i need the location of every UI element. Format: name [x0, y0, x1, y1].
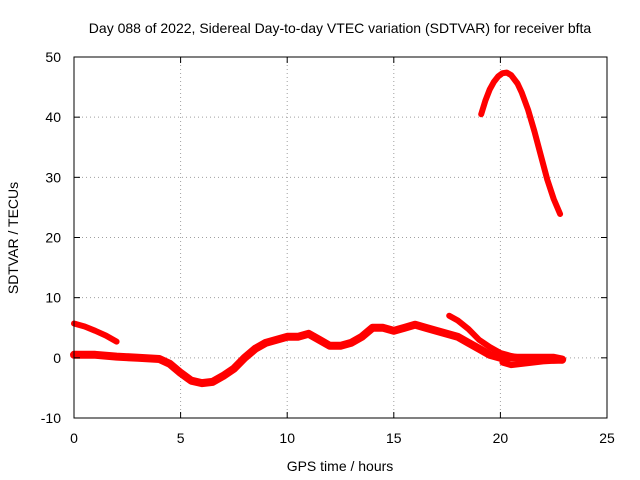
data-point [284, 334, 290, 340]
data-point [114, 339, 120, 345]
y-tick-label: 0 [53, 350, 61, 366]
y-tick-label: 10 [45, 290, 61, 306]
data-point [446, 313, 452, 319]
data-point [508, 72, 514, 78]
data-point [231, 366, 237, 372]
y-tick-label: 50 [45, 49, 61, 65]
x-tick-label: 20 [493, 430, 509, 446]
data-point [188, 378, 194, 384]
data-point [455, 318, 461, 323]
data-point [359, 334, 365, 340]
data-point [178, 370, 184, 376]
data-point [92, 328, 98, 334]
data-point [114, 354, 120, 360]
data-series-arc-5 [478, 69, 564, 217]
y-axis-label: SDTVAR / TECUs [5, 182, 21, 294]
tick-layer: 0 5 10 15 20 25 -10 0 10 20 30 40 50 [41, 49, 615, 446]
data-point [252, 346, 258, 352]
data-point [82, 324, 88, 329]
data-point [487, 87, 493, 92]
data-point [391, 328, 397, 334]
data-point [444, 331, 450, 337]
data-point [465, 326, 471, 332]
data-point [370, 325, 375, 331]
data-point [306, 331, 311, 337]
data-point [532, 129, 537, 135]
data-point [491, 79, 497, 85]
data-point [103, 333, 109, 339]
data-point [338, 343, 343, 349]
y-tick-label: 40 [45, 109, 61, 125]
x-tick-label: 25 [599, 430, 615, 446]
data-point [402, 325, 407, 331]
data-point [476, 346, 482, 352]
data-point [167, 361, 173, 367]
data-point [380, 325, 386, 331]
data-point [316, 337, 322, 343]
data-point [220, 373, 226, 379]
data-point [525, 107, 531, 113]
data-point [557, 211, 563, 217]
data-point [263, 340, 269, 346]
data-point [476, 337, 482, 343]
data-point [210, 379, 216, 385]
data-point [497, 355, 503, 361]
data-point [508, 362, 514, 368]
x-tick-label: 0 [70, 430, 78, 446]
data-point [487, 344, 493, 350]
data-point [497, 350, 503, 356]
data-point [487, 352, 493, 358]
data-point [135, 355, 141, 361]
data-point [433, 328, 439, 334]
data-point [199, 380, 205, 386]
x-axis-label: GPS time / hours [287, 458, 394, 474]
data-point [519, 361, 525, 367]
data-point [465, 340, 471, 346]
data-point [92, 352, 98, 358]
data-point [483, 97, 488, 103]
x-tick-label: 10 [279, 430, 295, 446]
data-point [274, 337, 279, 343]
data-point [540, 358, 546, 364]
data-point [504, 70, 510, 76]
data-point [478, 111, 484, 117]
data-point [519, 355, 525, 361]
x-tick-label: 15 [386, 430, 402, 446]
data-point [559, 357, 565, 363]
x-tick-label: 5 [177, 430, 185, 446]
data-point [500, 70, 505, 76]
data-point [551, 196, 557, 202]
series-layer [70, 69, 567, 388]
data-point [538, 153, 544, 159]
data-point [551, 358, 557, 364]
data-point [423, 325, 429, 331]
data-point [515, 81, 520, 86]
data-point [495, 73, 501, 79]
data-point [544, 177, 550, 183]
data-point [295, 334, 301, 340]
data-point [348, 340, 354, 346]
y-tick-label: 30 [45, 169, 61, 185]
data-point [519, 90, 525, 95]
y-tick-label: 20 [45, 230, 61, 246]
data-point [455, 334, 461, 340]
data-point [529, 360, 535, 366]
chart-title: Day 088 of 2022, Sidereal Day-to-day VTE… [89, 20, 592, 36]
y-tick-label: -10 [41, 410, 61, 426]
data-point [500, 360, 505, 366]
data-point [156, 356, 162, 362]
data-point [327, 343, 333, 349]
data-point [412, 322, 418, 328]
data-point [508, 353, 514, 359]
data-point [242, 355, 248, 361]
